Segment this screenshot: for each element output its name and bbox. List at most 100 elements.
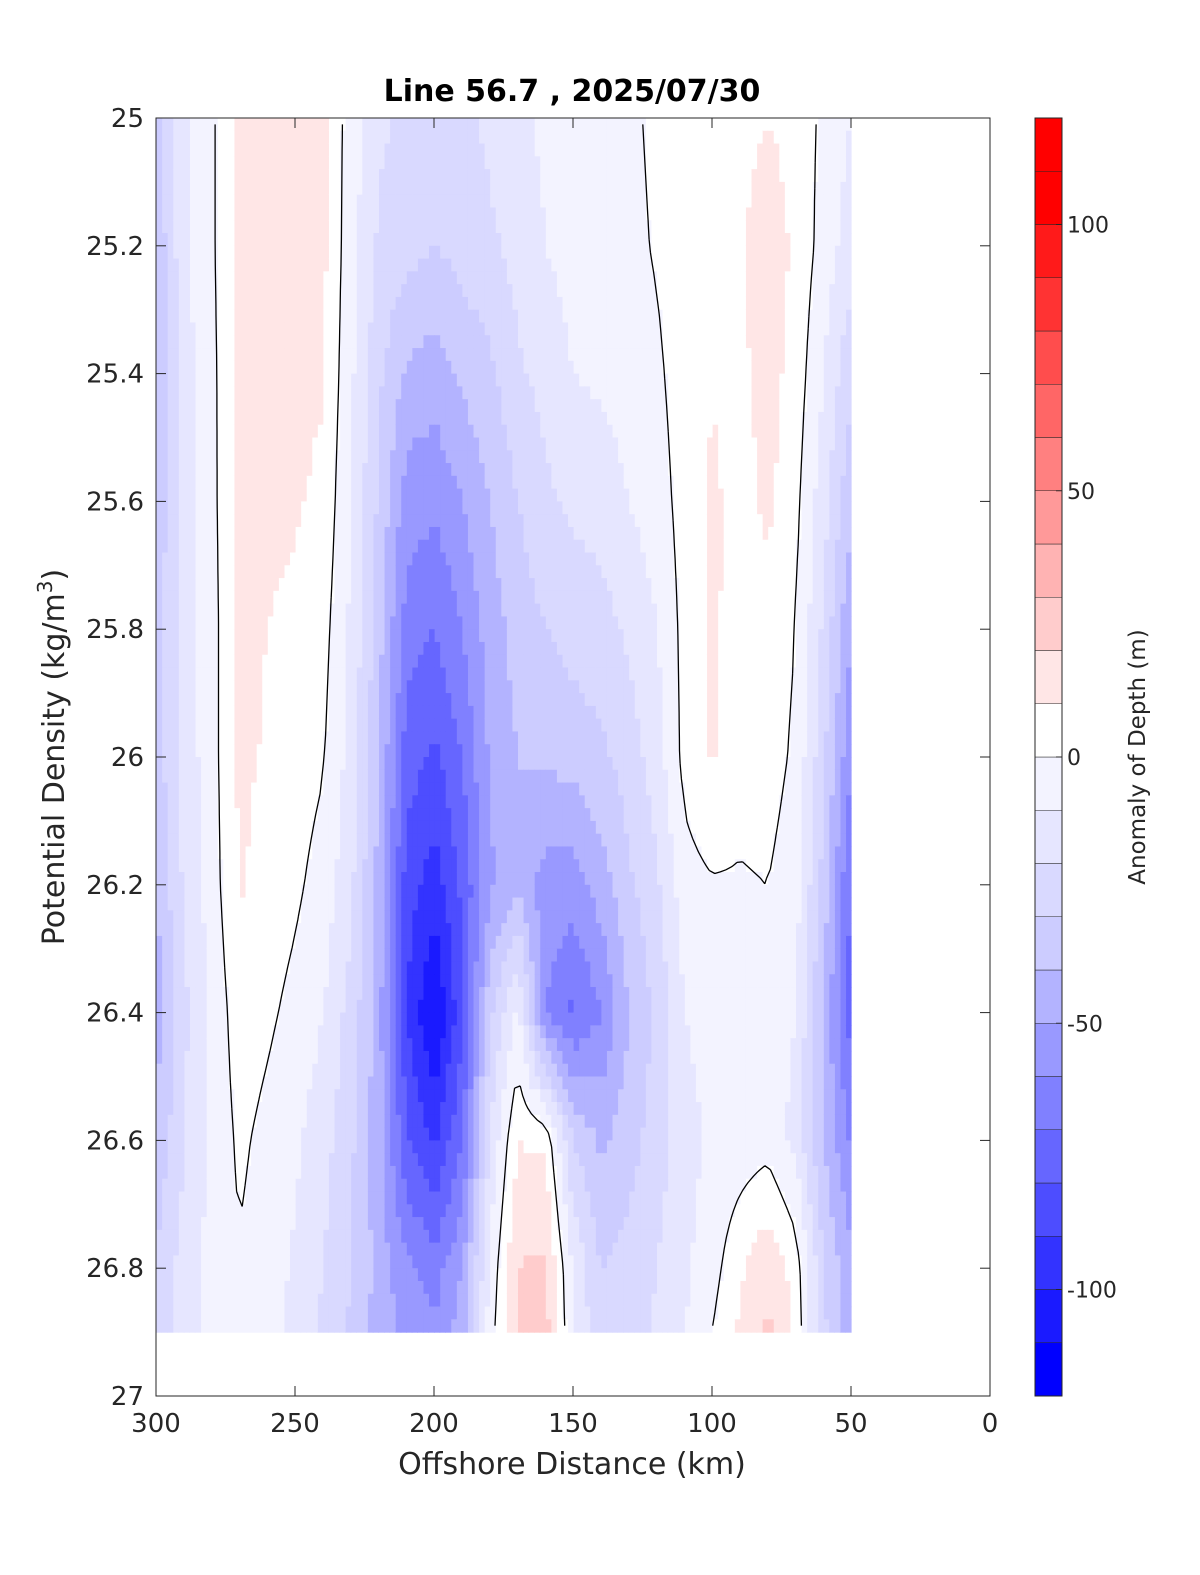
- heatmap-cell: [589, 169, 596, 183]
- heatmap-cell: [634, 284, 641, 298]
- heatmap-cell: [295, 143, 302, 157]
- heatmap-cell: [428, 118, 435, 132]
- heatmap-cell: [217, 475, 224, 490]
- heatmap-cell: [361, 578, 368, 592]
- heatmap-cell: [445, 501, 452, 515]
- heatmap-cell: [700, 424, 708, 439]
- heatmap-cell: [206, 539, 213, 554]
- heatmap-cell: [639, 233, 646, 247]
- heatmap-cell: [661, 411, 669, 426]
- heatmap-cell: [778, 463, 785, 477]
- heatmap-cell: [261, 181, 268, 196]
- heatmap-cell: [634, 590, 641, 605]
- heatmap-cell: [745, 603, 752, 618]
- heatmap-cell: [745, 526, 752, 541]
- heatmap-cell: [645, 322, 652, 336]
- heatmap-cell: [345, 309, 352, 324]
- heatmap-cell: [495, 514, 502, 528]
- heatmap-cell: [823, 169, 830, 183]
- heatmap-cell: [500, 156, 507, 170]
- heatmap-cell: [528, 156, 535, 170]
- heatmap-cell: [356, 322, 363, 336]
- heatmap-cell: [345, 118, 352, 132]
- heatmap-cell: [156, 565, 163, 579]
- heatmap-cell: [778, 309, 785, 324]
- heatmap-cell: [656, 207, 663, 221]
- heatmap-cell: [472, 118, 480, 132]
- heatmap-cell: [817, 194, 824, 209]
- heatmap-cell: [189, 348, 196, 362]
- heatmap-cell: [567, 335, 574, 349]
- heatmap-cell: [584, 450, 591, 464]
- heatmap-cell: [461, 118, 468, 132]
- heatmap-cell: [239, 169, 246, 183]
- heatmap-cell: [428, 322, 435, 336]
- heatmap-cell: [317, 526, 324, 541]
- heatmap-cell: [472, 169, 480, 183]
- heatmap-cell: [745, 220, 752, 234]
- heatmap-cell: [639, 526, 646, 541]
- heatmap-cell: [395, 118, 402, 132]
- heatmap-cell: [634, 450, 641, 464]
- heatmap-cell: [489, 322, 496, 336]
- heatmap-cell: [545, 450, 552, 464]
- heatmap-cell: [739, 271, 746, 285]
- heatmap-cell: [345, 284, 352, 298]
- heatmap-cell: [506, 233, 513, 247]
- heatmap-cell: [267, 603, 274, 618]
- heatmap-cell: [767, 526, 774, 541]
- heatmap-cell: [845, 284, 852, 298]
- heatmap-cell: [611, 143, 619, 157]
- heatmap-cell: [489, 501, 496, 515]
- heatmap-cell: [750, 514, 758, 528]
- heatmap-cell: [700, 156, 708, 170]
- heatmap-cell: [528, 169, 535, 183]
- heatmap-cell: [467, 501, 474, 515]
- heatmap-cell: [272, 335, 279, 349]
- heatmap-cell: [589, 514, 596, 528]
- heatmap-cell: [728, 181, 735, 196]
- heatmap-cell: [606, 488, 613, 502]
- heatmap-cell: [194, 245, 202, 260]
- heatmap-cell: [695, 552, 702, 566]
- heatmap-cell: [600, 245, 607, 260]
- heatmap-cell: [183, 118, 190, 132]
- heatmap-cell: [684, 271, 691, 285]
- heatmap-cell: [317, 411, 324, 426]
- heatmap-cell: [456, 309, 463, 324]
- heatmap-cell: [717, 143, 724, 157]
- heatmap-cell: [250, 539, 257, 554]
- heatmap-cell: [200, 309, 207, 324]
- heatmap-cell: [584, 603, 591, 618]
- heatmap-cell: [717, 463, 724, 477]
- heatmap-cell: [506, 590, 513, 605]
- heatmap-cell: [750, 488, 758, 502]
- heatmap-cell: [689, 616, 696, 630]
- heatmap-cell: [350, 411, 357, 426]
- heatmap-cell: [606, 360, 613, 375]
- heatmap-cell: [411, 322, 418, 336]
- heatmap-cell: [450, 603, 457, 618]
- heatmap-cell: [156, 322, 163, 336]
- heatmap-cell: [534, 552, 541, 566]
- heatmap-cell: [461, 539, 468, 554]
- heatmap-cell: [300, 156, 307, 170]
- heatmap-cell: [167, 437, 174, 451]
- heatmap-cell: [839, 603, 847, 618]
- heatmap-cell: [311, 181, 318, 196]
- heatmap-cell: [311, 296, 318, 311]
- heatmap-cell: [534, 284, 541, 298]
- heatmap-cell: [322, 463, 329, 477]
- heatmap-cell: [378, 181, 385, 196]
- heatmap-cell: [450, 463, 457, 477]
- heatmap-cell: [628, 373, 635, 387]
- heatmap-cell: [378, 156, 385, 170]
- heatmap-cell: [717, 411, 724, 426]
- heatmap-cell: [606, 130, 613, 145]
- heatmap-cell: [256, 169, 263, 183]
- heatmap-cell: [539, 463, 546, 477]
- heatmap-cell: [395, 514, 402, 528]
- heatmap-cell: [556, 514, 563, 528]
- heatmap-cell: [400, 386, 407, 400]
- heatmap-cell: [739, 348, 746, 362]
